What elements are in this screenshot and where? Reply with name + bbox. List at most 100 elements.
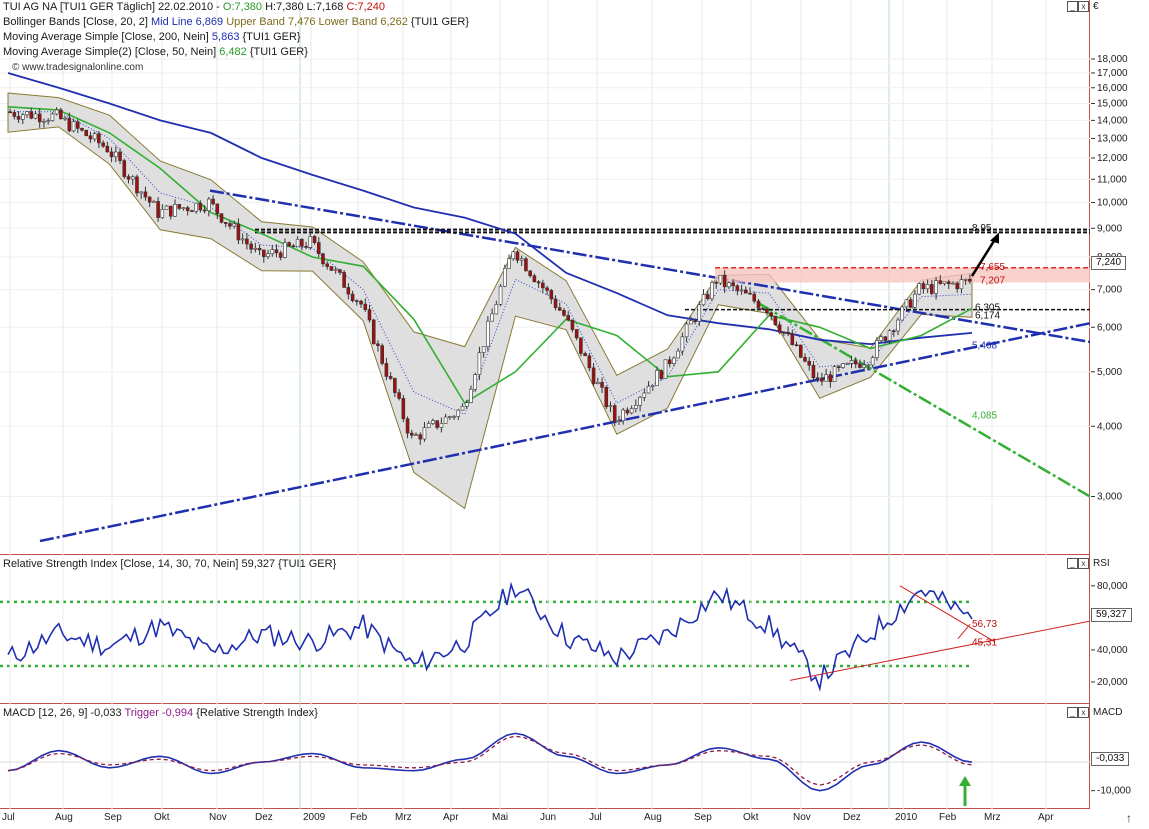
candle-body bbox=[8, 111, 12, 114]
candle-body bbox=[938, 280, 943, 284]
candle-body bbox=[870, 357, 875, 366]
candle-body bbox=[16, 116, 21, 120]
candle-body bbox=[431, 420, 435, 424]
rising-trendline bbox=[39, 321, 1090, 543]
candle-body bbox=[109, 151, 114, 158]
candle-body bbox=[946, 281, 951, 284]
candle-body bbox=[452, 416, 456, 418]
y-tick-label: 13,000 bbox=[1097, 133, 1128, 144]
candle-body bbox=[752, 293, 757, 302]
candle-body bbox=[71, 121, 76, 132]
candle-body bbox=[896, 319, 900, 332]
candle-body bbox=[735, 285, 740, 291]
candle-body bbox=[930, 284, 934, 294]
x-tick-label: Jun bbox=[540, 812, 557, 823]
candle-body bbox=[743, 289, 748, 294]
candle-body bbox=[105, 145, 110, 153]
legend-text: Bollinger Bands [Close, 20, 2] bbox=[3, 16, 151, 28]
candle-body bbox=[122, 160, 127, 177]
candle-body bbox=[680, 336, 685, 352]
candle-body bbox=[777, 324, 782, 333]
y-tick-label: 15,000 bbox=[1097, 99, 1128, 110]
candle-body bbox=[371, 319, 376, 345]
candle-body bbox=[604, 386, 609, 408]
candle-body bbox=[528, 270, 532, 277]
rsi-chart-svg: 56,73 45,31 bbox=[0, 555, 1090, 704]
candle-body bbox=[794, 344, 799, 347]
candle-body bbox=[207, 198, 211, 211]
candle-body bbox=[101, 142, 105, 147]
candle-body bbox=[718, 274, 723, 284]
candle-body bbox=[638, 397, 642, 406]
candle-body bbox=[278, 252, 283, 258]
y-tick-label: 5,000 bbox=[1097, 367, 1122, 378]
candle-body bbox=[422, 427, 427, 440]
candle-body bbox=[173, 204, 177, 217]
candle-body bbox=[397, 392, 401, 399]
candle-body bbox=[828, 374, 833, 382]
candle-body bbox=[393, 378, 397, 393]
legend-text: {Relative Strength Index} bbox=[193, 707, 318, 719]
legend-text: MACD [12, 26, 9] -0,033 bbox=[3, 707, 125, 719]
candle-body bbox=[820, 377, 824, 382]
price-axis-svg: 3,0004,0005,0006,0007,0008,0009,00010,00… bbox=[1091, 54, 1128, 503]
candle-body bbox=[384, 363, 389, 377]
buy-signal-arrow-head bbox=[959, 776, 971, 786]
x-tick-label: Nov bbox=[209, 812, 227, 823]
candle-body bbox=[202, 209, 207, 212]
legend-text: {TUI1 GER} bbox=[239, 31, 301, 43]
x-tick-label: Okt bbox=[743, 812, 759, 823]
legend-text: Upper Band 7,476 Lower Band 6,262 bbox=[223, 16, 408, 28]
candle-body bbox=[300, 238, 304, 247]
candle-body bbox=[219, 213, 224, 223]
candle-body bbox=[80, 128, 84, 131]
candle-body bbox=[312, 236, 317, 243]
candle-body bbox=[75, 121, 80, 129]
macd-minimize-icon[interactable]: _ bbox=[1067, 707, 1078, 718]
candle-body bbox=[963, 278, 968, 281]
candle-body bbox=[46, 120, 50, 122]
candle-body bbox=[439, 423, 444, 428]
rsi-close-icon[interactable]: x bbox=[1078, 558, 1089, 569]
price-plot-area[interactable]: 8,95 7,655 7,207 6,305 6,174 5,468 4,085 © www.… bbox=[0, 0, 1090, 555]
macd-close-icon[interactable]: x bbox=[1078, 707, 1089, 718]
rsi-annotation: 45,31 bbox=[972, 637, 997, 648]
minimize-icon[interactable]: _ bbox=[1067, 1, 1078, 12]
candle-body bbox=[942, 281, 947, 284]
candle-body bbox=[443, 416, 448, 424]
projection-arrow-head bbox=[990, 232, 999, 244]
close-icon[interactable]: x bbox=[1078, 1, 1089, 12]
candle-body bbox=[240, 238, 245, 241]
candle-body bbox=[198, 202, 203, 211]
candle-body bbox=[511, 251, 516, 260]
legend-line-0: TUI AG NA [TUI1 GER Täglich] 22.02.2010 … bbox=[3, 0, 385, 15]
rsi-minimize-icon[interactable]: _ bbox=[1067, 558, 1078, 569]
candle-body bbox=[545, 287, 549, 291]
candle-body bbox=[760, 307, 765, 310]
candle-body bbox=[502, 267, 507, 287]
candle-body bbox=[232, 223, 237, 227]
legend-text: C:7,240 bbox=[346, 1, 385, 13]
candle-body bbox=[507, 258, 511, 269]
candle-body bbox=[376, 343, 380, 346]
candle-body bbox=[473, 374, 478, 390]
candle-body bbox=[37, 113, 42, 123]
watermark: © www.tradesignalonline.com bbox=[12, 62, 143, 73]
candle-body bbox=[211, 198, 215, 205]
candle-body bbox=[659, 370, 664, 379]
candle-body bbox=[342, 272, 346, 288]
candle-body bbox=[853, 360, 858, 365]
candle-body bbox=[862, 364, 866, 368]
candle-body bbox=[536, 281, 541, 284]
candle-body bbox=[756, 300, 761, 309]
candle-body bbox=[684, 323, 689, 338]
rsi-plot-area[interactable]: 56,73 45,31 bbox=[0, 555, 1090, 704]
legend-text: Moving Average Simple(2) [Close, 50, Nei… bbox=[3, 46, 220, 58]
candle-body bbox=[490, 313, 494, 322]
projection-arrow bbox=[970, 238, 997, 277]
scroll-up-icon[interactable]: ↑ bbox=[1126, 811, 1132, 825]
y-tick-label: 4,000 bbox=[1097, 421, 1122, 432]
candle-body bbox=[20, 114, 25, 120]
candle-body bbox=[625, 409, 630, 414]
macd-plot-area[interactable] bbox=[0, 704, 1090, 809]
